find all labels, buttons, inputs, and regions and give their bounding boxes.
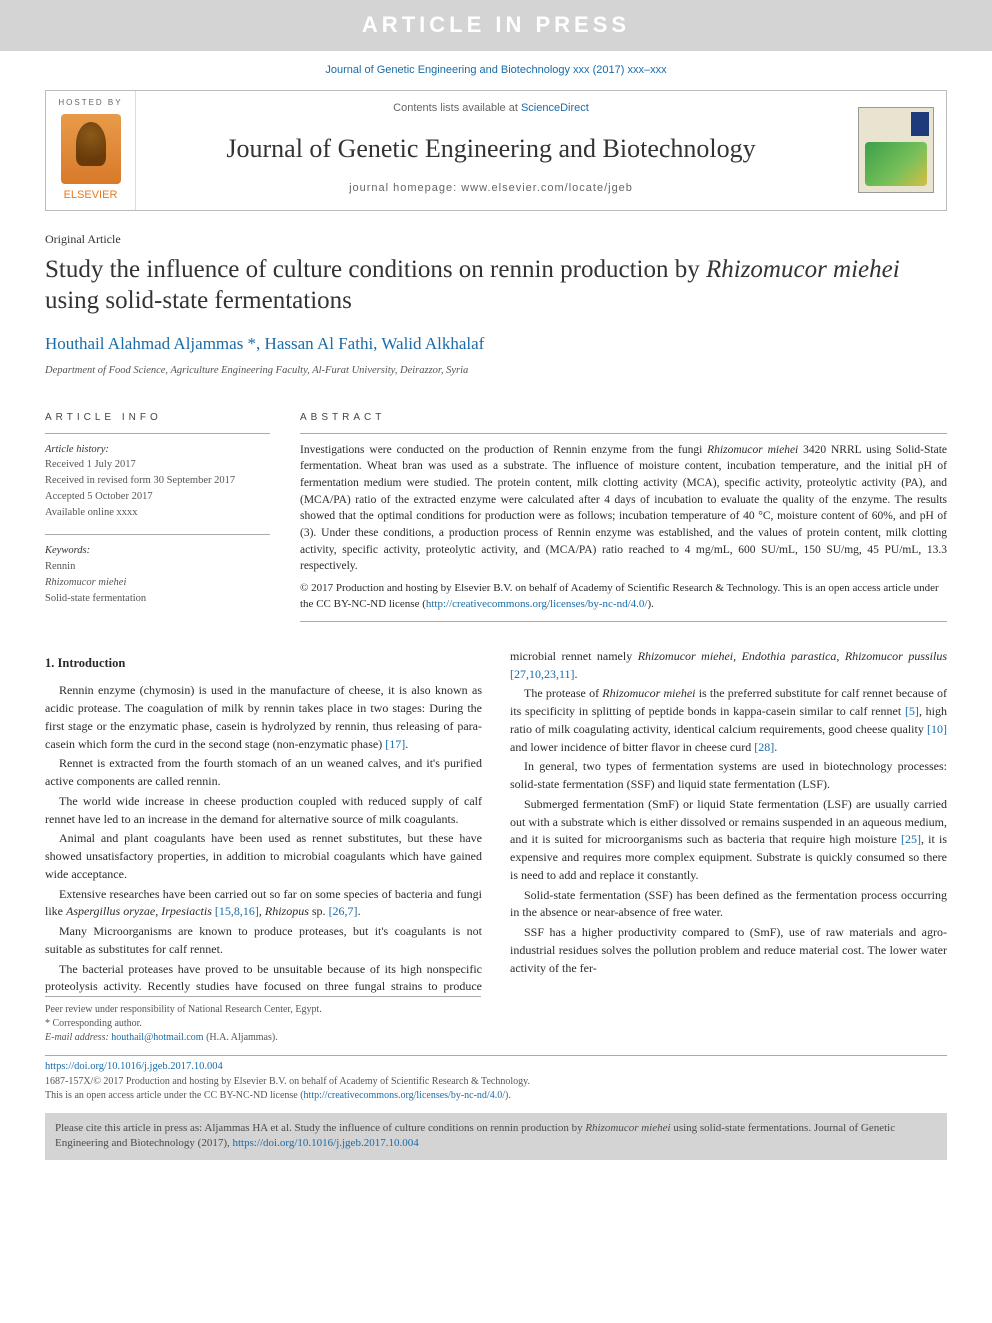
author-email-link[interactable]: houthail@hotmail.com: [111, 1032, 203, 1043]
history-block: Article history: Received 1 July 2017 Re…: [45, 442, 270, 521]
divider: [300, 621, 947, 622]
hosted-by-col: HOSTED BY ELSEVIER: [46, 91, 136, 210]
affiliation: Department of Food Science, Agriculture …: [45, 364, 947, 379]
footnotes: Peer review under responsibility of Nati…: [45, 996, 481, 1045]
history-label: Article history:: [45, 442, 270, 458]
header-right: [846, 91, 946, 210]
sciencedirect-link[interactable]: ScienceDirect: [521, 102, 589, 114]
ref-link[interactable]: [10]: [927, 722, 947, 736]
info-abstract-row: ARTICLE INFO Article history: Received 1…: [45, 401, 947, 622]
contents-prefix: Contents lists available at: [393, 102, 521, 114]
copyright: © 2017 Production and hosting by Elsevie…: [300, 581, 947, 613]
body-para: In general, two types of fermentation sy…: [510, 758, 947, 794]
article-info: ARTICLE INFO Article history: Received 1…: [45, 401, 270, 622]
body-para: Animal and plant coagulants have been us…: [45, 830, 482, 883]
body-para: Rennin enzyme (chymosin) is used in the …: [45, 682, 482, 753]
license-line: This is an open access article under the…: [45, 1089, 947, 1103]
cite-doi-link[interactable]: https://doi.org/10.1016/j.jgeb.2017.10.0…: [233, 1137, 419, 1149]
history-line: Received 1 July 2017: [45, 457, 270, 473]
ref-link[interactable]: [17]: [385, 737, 405, 751]
body-para: Solid-state fermentation (SSF) has been …: [510, 887, 947, 923]
lic-b: ).: [505, 1090, 511, 1101]
header-middle: Contents lists available at ScienceDirec…: [136, 91, 846, 210]
abs-b: 3420 NRRL using Solid-State fermentation…: [300, 444, 947, 573]
ref-link[interactable]: [26,7]: [329, 904, 358, 918]
ref-link[interactable]: [15,8,16]: [215, 904, 259, 918]
bottom-doi-block: https://doi.org/10.1016/j.jgeb.2017.10.0…: [45, 1055, 947, 1103]
corresponding-author-note: * Corresponding author.: [45, 1017, 481, 1031]
cite-box: Please cite this article in press as: Al…: [45, 1113, 947, 1160]
license-link[interactable]: http://creativecommons.org/licenses/by-n…: [426, 598, 648, 610]
doi-link[interactable]: https://doi.org/10.1016/j.jgeb.2017.10.0…: [45, 1061, 223, 1072]
body-para: Rennet is extracted from the fourth stom…: [45, 755, 482, 791]
journal-homepage: journal homepage: www.elsevier.com/locat…: [144, 181, 838, 196]
history-line: Available online xxxx: [45, 505, 270, 521]
authors: Houthail Alahmad Aljammas *, Hassan Al F…: [45, 332, 947, 356]
abstract: ABSTRACT Investigations were conducted o…: [300, 401, 947, 622]
title-part-b: using solid-state fermentations: [45, 287, 352, 314]
cite-species: Rhizomucor miehei: [585, 1122, 670, 1134]
email-label: E-mail address:: [45, 1032, 111, 1043]
keyword: Solid-state fermentation: [45, 591, 270, 607]
abs-species: Rhizomucor miehei: [707, 444, 798, 456]
body-para: The protease of Rhizomucor miehei is the…: [510, 685, 947, 756]
keyword: Rhizomucor miehei: [45, 575, 270, 591]
body-para: Extensive researches have been carried o…: [45, 886, 482, 922]
in-press-banner: ARTICLE IN PRESS: [0, 0, 992, 51]
email-tail: (H.A. Aljammas).: [204, 1032, 278, 1043]
ref-link[interactable]: [27,10,23,11]: [510, 667, 575, 681]
journal-name: Journal of Genetic Engineering and Biote…: [144, 131, 838, 167]
ref-link[interactable]: [5]: [905, 704, 919, 718]
abs-a: Investigations were conducted on the pro…: [300, 444, 707, 456]
journal-header: HOSTED BY ELSEVIER Contents lists availa…: [45, 90, 947, 211]
body-para: Many Microorganisms are known to produce…: [45, 923, 482, 959]
body-para: Submerged fermentation (SmF) or liquid S…: [510, 796, 947, 885]
title-part-a: Study the influence of culture condition…: [45, 256, 706, 283]
body-columns: 1. Introduction Rennin enzyme (chymosin)…: [45, 648, 947, 996]
keywords-block: Keywords: Rennin Rhizomucor miehei Solid…: [45, 543, 270, 606]
license-link[interactable]: http://creativecommons.org/licenses/by-n…: [304, 1090, 505, 1101]
article-type: Original Article: [45, 231, 947, 248]
keyword: Rennin: [45, 559, 270, 575]
history-line: Accepted 5 October 2017: [45, 489, 270, 505]
elsevier-label: ELSEVIER: [52, 188, 129, 203]
body-para: The world wide increase in cheese produc…: [45, 793, 482, 829]
title-species: Rhizomucor miehei: [706, 256, 900, 283]
article-info-heading: ARTICLE INFO: [45, 401, 270, 434]
ref-link[interactable]: [25]: [901, 832, 921, 846]
article-title: Study the influence of culture condition…: [45, 254, 947, 317]
cite-pre: Please cite this article in press as: Al…: [55, 1122, 585, 1134]
peer-review-note: Peer review under responsibility of Nati…: [45, 1003, 481, 1017]
abstract-body: Investigations were conducted on the pro…: [300, 442, 947, 575]
hosted-by-label: HOSTED BY: [52, 97, 129, 108]
body-para: SSF has a higher productivity compared t…: [510, 924, 947, 977]
issn-line: 1687-157X/© 2017 Production and hosting …: [45, 1075, 947, 1089]
elsevier-logo-icon: [61, 114, 121, 184]
section-heading: 1. Introduction: [45, 654, 482, 673]
lic-a: This is an open access article under the…: [45, 1090, 304, 1101]
keywords-label: Keywords:: [45, 543, 270, 559]
copyright-tail: ).: [647, 598, 653, 610]
contents-line: Contents lists available at ScienceDirec…: [144, 101, 838, 116]
ref-link[interactable]: [28]: [754, 740, 774, 754]
abstract-heading: ABSTRACT: [300, 401, 947, 434]
journal-cover-icon: [858, 107, 934, 193]
email-line: E-mail address: houthail@hotmail.com (H.…: [45, 1031, 481, 1045]
history-line: Received in revised form 30 September 20…: [45, 473, 270, 489]
running-citation: Journal of Genetic Engineering and Biote…: [0, 63, 992, 78]
divider: [45, 534, 270, 535]
